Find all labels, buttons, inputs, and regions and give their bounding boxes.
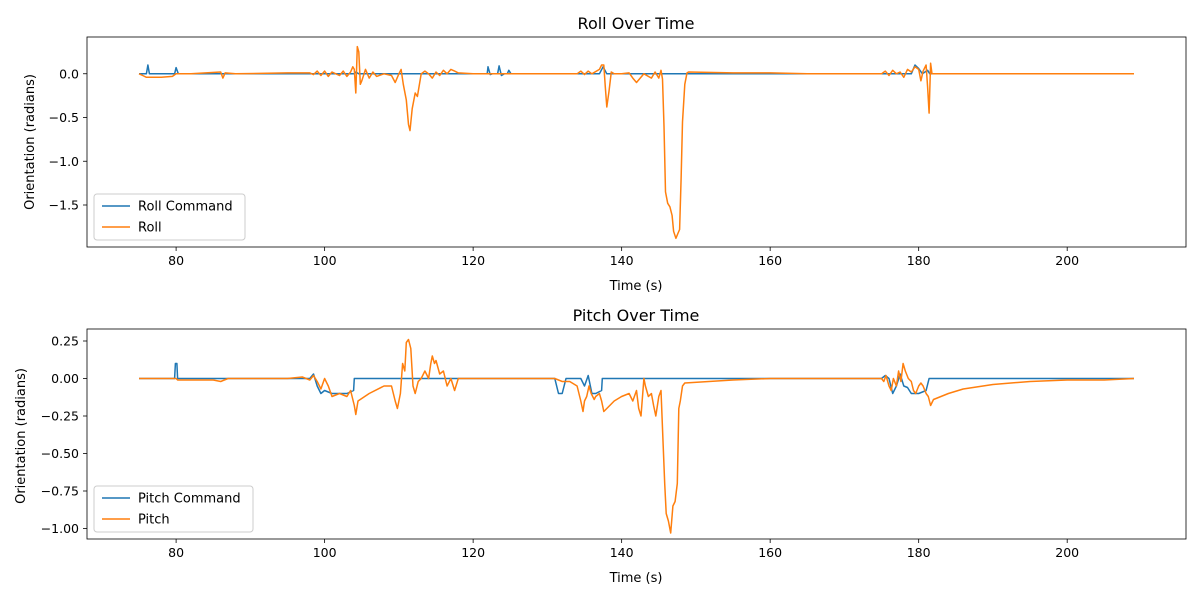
pitch-legend: Pitch Command Pitch xyxy=(93,485,254,533)
roll-legend: Roll Command Roll xyxy=(93,193,246,241)
pitch-x-tick-label: 160 xyxy=(758,545,782,560)
roll-y-tick-label: 0.0 xyxy=(59,66,79,81)
pitch-y-tick-label: −0.75 xyxy=(41,484,79,499)
pitch-x-tick-label: 140 xyxy=(610,545,634,560)
roll-chart: Roll Over Time 80 100 120 140 160 180 200 0.0 −0… xyxy=(23,14,1187,294)
roll-series-line-2 xyxy=(138,45,1134,240)
roll-x-tick-label: 160 xyxy=(758,253,782,268)
roll-plot-area: 80 100 120 140 160 180 200 0.0 −0.5 −1.0 −1.5 Roll … xyxy=(49,36,1187,268)
pitch-x-axis-title: Time (s) xyxy=(609,571,663,586)
pitch-chart: Pitch Over Time 80 100 120 140 160 180 200 0.25… xyxy=(14,306,1187,586)
roll-legend-box xyxy=(93,193,246,241)
roll-y-tick-label: −0.5 xyxy=(49,110,79,125)
roll-x-tick-label: 200 xyxy=(1055,253,1079,268)
pitch-legend-label-1: Pitch Command xyxy=(138,492,241,507)
pitch-y-tick-label: −0.50 xyxy=(41,446,79,461)
pitch-x-tick-label: 200 xyxy=(1055,545,1079,560)
roll-x-tick-label: 80 xyxy=(168,253,184,268)
pitch-y-tick-label: 0.25 xyxy=(51,334,79,349)
roll-axes-frame xyxy=(86,36,1187,248)
pitch-y-tick-label: −0.25 xyxy=(41,409,79,424)
roll-x-tick-label: 120 xyxy=(461,253,485,268)
pitch-x-tick-label: 80 xyxy=(168,545,184,560)
roll-series-line-1 xyxy=(139,64,1134,77)
roll-legend-label-2: Roll xyxy=(138,221,162,236)
pitch-legend-box xyxy=(93,485,254,533)
roll-x-axis-title: Time (s) xyxy=(609,279,663,294)
roll-y-tick-label: −1.0 xyxy=(49,154,79,169)
roll-y-tick-label: −1.5 xyxy=(49,198,79,213)
roll-chart-title: Roll Over Time xyxy=(578,14,695,33)
pitch-axes-frame xyxy=(86,328,1187,540)
pitch-y-tick-label: 0.00 xyxy=(51,371,79,386)
pitch-y-axis-title: Orientation (radians) xyxy=(14,368,29,504)
pitch-x-tick-label: 100 xyxy=(313,545,337,560)
roll-x-tick-label: 140 xyxy=(610,253,634,268)
pitch-y-tick-label: −1.00 xyxy=(41,521,79,536)
roll-x-tick-label: 100 xyxy=(313,253,337,268)
pitch-series-line-2 xyxy=(139,338,1135,534)
pitch-chart-title: Pitch Over Time xyxy=(573,306,700,325)
roll-x-tick-label: 180 xyxy=(907,253,931,268)
roll-legend-label-1: Roll Command xyxy=(138,200,233,215)
roll-y-axis-title: Orientation (radians) xyxy=(23,74,38,210)
pitch-legend-label-2: Pitch xyxy=(138,513,170,528)
pitch-plot-area: 80 100 120 140 160 180 200 0.25 0.00 −0.25 −0.50 −0… xyxy=(41,328,1187,560)
pitch-x-tick-label: 120 xyxy=(461,545,485,560)
pitch-x-tick-label: 180 xyxy=(907,545,931,560)
